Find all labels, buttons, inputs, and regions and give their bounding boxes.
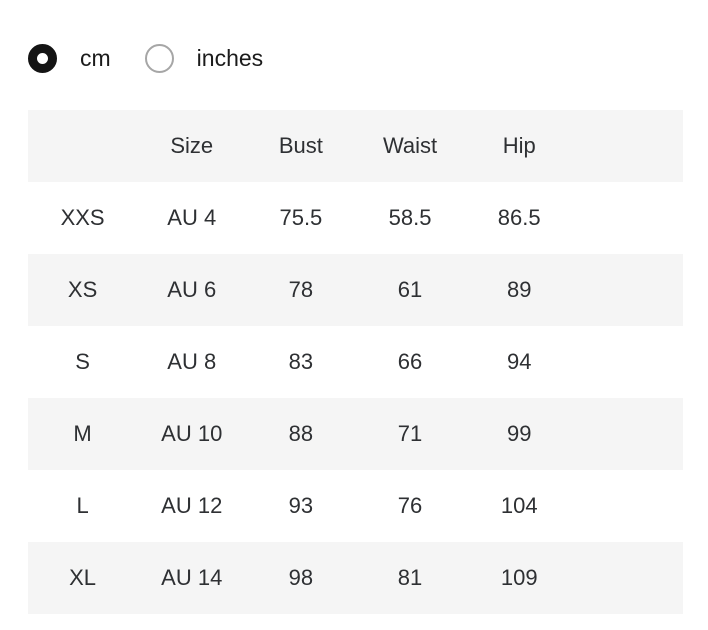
size-label-cell: XL	[69, 565, 97, 590]
empty-cell	[574, 542, 683, 614]
table-row-m: M AU 10 88 71 99	[28, 398, 683, 470]
bust-cell: 93	[288, 493, 314, 518]
table-row-s: S AU 8 83 66 94	[28, 326, 683, 398]
empty-cell	[574, 254, 683, 326]
header-cell-empty	[28, 110, 137, 182]
waist-cell: 61	[397, 277, 423, 302]
unit-inches-label: inches	[196, 45, 264, 71]
size-table: Size Bust Waist Hip XXS AU 4 75.5 58.5 8…	[28, 110, 683, 614]
table-row-l: L AU 12 93 76 104	[28, 470, 683, 542]
au-size-cell: AU 12	[161, 493, 223, 518]
empty-cell	[574, 470, 683, 542]
au-size-cell: AU 4	[167, 205, 217, 230]
au-size-cell: AU 10	[161, 421, 223, 446]
size-label-cell: XS	[67, 277, 98, 302]
hip-cell: 86.5	[497, 205, 541, 230]
waist-cell: 81	[397, 565, 423, 590]
size-label-cell: M	[73, 421, 92, 446]
waist-cell: 71	[397, 421, 423, 446]
size-label-cell: L	[76, 493, 89, 518]
au-size-cell: AU 8	[167, 349, 217, 374]
empty-cell	[574, 326, 683, 398]
size-label-cell: XXS	[60, 205, 105, 230]
table-row-xs: XS AU 6 78 61 89	[28, 254, 683, 326]
empty-cell	[574, 182, 683, 254]
size-label-cell: S	[75, 349, 90, 374]
bust-cell: 75.5	[279, 205, 323, 230]
hip-cell: 104	[500, 493, 538, 518]
table-header-row: Size Bust Waist Hip	[28, 110, 683, 182]
header-cell-trailing-empty	[574, 110, 683, 182]
waist-cell: 76	[397, 493, 423, 518]
header-cell-bust: Bust	[278, 133, 323, 158]
waist-cell: 58.5	[388, 205, 432, 230]
empty-cell	[574, 398, 683, 470]
hip-cell: 89	[506, 277, 532, 302]
hip-cell: 99	[506, 421, 532, 446]
bust-cell: 78	[288, 277, 314, 302]
unit-selector: cm inches	[0, 0, 708, 73]
waist-cell: 66	[397, 349, 423, 374]
hip-cell: 94	[506, 349, 532, 374]
table-row-xxs: XXS AU 4 75.5 58.5 86.5	[28, 182, 683, 254]
hip-cell: 109	[500, 565, 538, 590]
unit-option-cm[interactable]: cm	[28, 44, 111, 73]
unit-option-inches[interactable]: inches	[144, 44, 264, 73]
bust-cell: 83	[288, 349, 314, 374]
radio-unselected-icon[interactable]	[144, 44, 174, 73]
bust-cell: 98	[288, 565, 314, 590]
au-size-cell: AU 6	[167, 277, 217, 302]
radio-selected-icon[interactable]	[28, 44, 57, 73]
header-cell-hip: Hip	[502, 133, 536, 158]
header-cell-waist: Waist	[382, 133, 438, 158]
header-cell-size: Size	[170, 133, 214, 158]
table-row-xl: XL AU 14 98 81 109	[28, 542, 683, 614]
au-size-cell: AU 14	[161, 565, 223, 590]
bust-cell: 88	[288, 421, 314, 446]
unit-cm-label: cm	[80, 45, 111, 71]
